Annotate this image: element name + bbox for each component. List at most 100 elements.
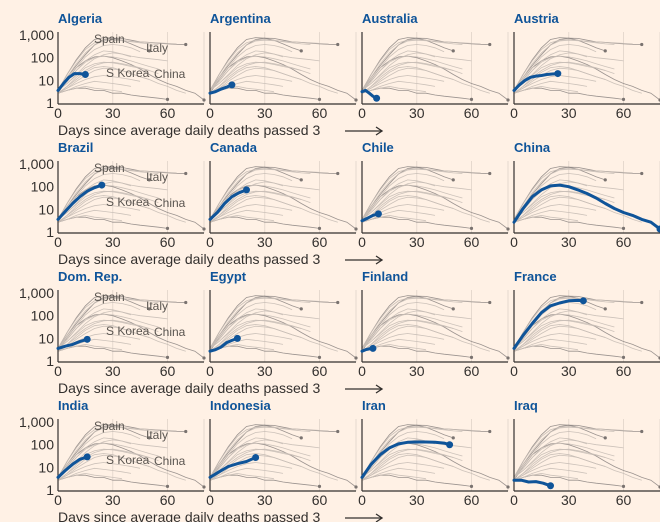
reference-line (209, 195, 338, 223)
reference-line (57, 297, 159, 349)
x-tick-label: 0 (358, 234, 366, 250)
country-line-egypt (208, 336, 239, 353)
x-tick-label: 30 (257, 492, 273, 508)
reference-line (209, 313, 311, 349)
panel-argentina: Argentina 0 30 60 (206, 11, 358, 121)
country-end-dot-iraq (547, 482, 554, 490)
x-tick-label: 0 (206, 234, 214, 250)
reference-line (361, 52, 472, 91)
country-end-dot-chile (374, 210, 382, 218)
reference-end-dot (354, 98, 358, 102)
y-tick-label: 1,000 (19, 156, 54, 172)
reference-line (513, 85, 578, 94)
reference-end-dot (147, 49, 151, 53)
reference-end-dot (165, 97, 170, 101)
reference-line (209, 319, 302, 349)
reference-line (361, 181, 472, 220)
x-tick-label: 60 (616, 492, 632, 508)
reference-line (513, 214, 578, 223)
reference-line (57, 44, 141, 91)
country-end-dot-india (83, 453, 91, 461)
y-tick-label: 1,000 (19, 285, 54, 301)
reference-end-dot (469, 355, 474, 359)
x-tick-label: 0 (510, 492, 518, 508)
reference-end-dot (469, 484, 474, 488)
x-tick-label: 60 (464, 105, 480, 121)
country-end-dot-france (579, 297, 587, 305)
reference-line (361, 324, 490, 352)
country-line-dom-rep (56, 337, 89, 350)
reference-label-s-korea: S Korea (106, 324, 150, 338)
reference-line (57, 190, 150, 220)
x-tick-label: 60 (160, 363, 176, 379)
reference-line (57, 431, 141, 478)
reference-label-s-korea: S Korea (106, 66, 150, 80)
reference-line (361, 190, 454, 220)
reference-end-dot (621, 355, 626, 359)
reference-line (361, 462, 445, 481)
reference-line (57, 324, 186, 352)
reference-line (209, 75, 293, 94)
reference-line (57, 168, 177, 220)
country-line-austria (512, 72, 560, 92)
reference-end-dot (317, 355, 322, 359)
reference-end-dot (354, 356, 358, 360)
reference-line (361, 85, 426, 94)
reference-line (209, 190, 302, 220)
reference-line (57, 426, 159, 478)
reference-end-dot (147, 436, 151, 440)
reference-line-italy (57, 166, 186, 220)
reference-line (57, 214, 122, 223)
reference-line (361, 302, 445, 349)
x-tick-label: 60 (312, 492, 328, 508)
x-axis-caption: Days since average daily deaths passed 3 (58, 380, 320, 396)
reference-end-dot (451, 436, 455, 440)
reference-line (57, 181, 168, 220)
country-end-dot-dom-rep (83, 335, 91, 343)
reference-line (57, 195, 186, 223)
reference-line-italy (513, 166, 642, 220)
reference-end-dot (488, 300, 492, 305)
reference-line (361, 39, 463, 91)
reference-line-italy (209, 424, 338, 478)
reference-end-dot (184, 429, 188, 434)
reference-line (513, 297, 615, 349)
panel-chile: Chile 0 30 60 (358, 140, 510, 250)
country-line-france (512, 298, 585, 350)
country-end-dot-canada (243, 186, 250, 194)
panel-australia: Australia 0 30 60 (358, 11, 510, 121)
reference-label-italy: Italy (146, 299, 168, 313)
reference-line (513, 168, 633, 220)
reference-end-dot (317, 97, 322, 101)
reference-end-dot (317, 226, 322, 230)
reference-line (209, 204, 293, 223)
reference-line (57, 442, 159, 478)
reference-line (57, 313, 159, 349)
country-end-dot-australia (373, 94, 381, 102)
reference-line (361, 184, 463, 220)
reference-line (57, 39, 177, 91)
panel-finland: Finland 0 30 60 (358, 269, 510, 379)
x-tick-label: 30 (105, 363, 121, 379)
x-tick-label: 0 (54, 105, 62, 121)
reference-line (513, 462, 597, 481)
x-tick-label: 0 (510, 105, 518, 121)
reference-line (361, 61, 463, 94)
reference-line (513, 338, 588, 352)
reference-label-china: China (154, 325, 186, 339)
reference-line (209, 426, 311, 478)
reference-line-spain (209, 424, 302, 478)
x-tick-label: 0 (54, 363, 62, 379)
reference-line (209, 431, 293, 478)
reference-line-spain (361, 424, 454, 478)
reference-label-italy: Italy (146, 170, 168, 184)
x-tick-label: 60 (160, 234, 176, 250)
panel-title-brazil: Brazil (58, 140, 93, 155)
x-tick-label: 60 (616, 234, 632, 250)
x-axis-caption: Days since average daily deaths passed 3 (58, 509, 320, 522)
reference-line (361, 472, 426, 481)
reference-line (513, 343, 578, 352)
y-tick-label: 10 (38, 201, 54, 217)
reference-line (209, 426, 329, 478)
